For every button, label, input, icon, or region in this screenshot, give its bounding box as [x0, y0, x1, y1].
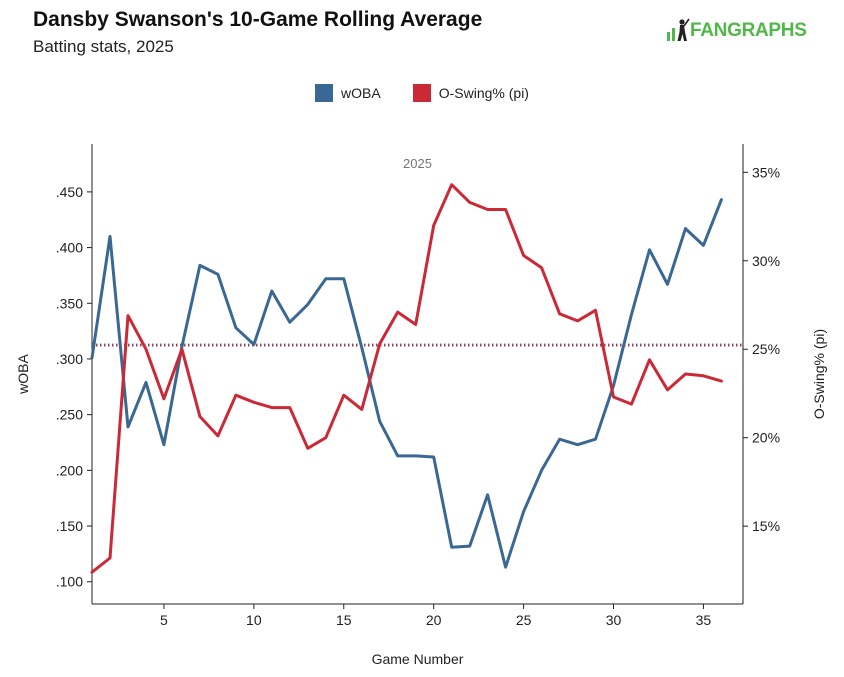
legend-label-oswing: O-Swing% (pi) — [438, 85, 529, 101]
y-left-tick-label: .100 — [56, 574, 83, 590]
x-tick-label: 35 — [696, 612, 712, 628]
chart-title: Dansby Swanson's 10-Game Rolling Average — [33, 8, 483, 31]
x-tick-label: 30 — [606, 612, 622, 628]
y-right-tick-label: 20% — [752, 430, 780, 446]
y-left-tick-label: .450 — [56, 184, 83, 200]
y-left-tick-label: .200 — [56, 462, 83, 478]
legend-item-woba[interactable]: wOBA — [315, 84, 381, 102]
legend-swatch-woba — [315, 84, 334, 102]
logo-wordmark: FANGRAPHS — [690, 20, 807, 41]
x-tick-label: 25 — [516, 612, 532, 628]
chart-subtitle: Batting stats, 2025 — [33, 37, 174, 56]
legend-item-oswing[interactable]: O-Swing% (pi) — [412, 84, 529, 102]
y-left-tick-label: .250 — [56, 407, 83, 423]
chart-axes: 5 10 15 20 25 30 35.100.150.200.250.300.350.40… — [15, 144, 827, 667]
batter-logo-icon — [667, 18, 690, 41]
oswing-series-line — [90, 183, 723, 574]
x-axis-title: Game Number — [372, 651, 464, 667]
x-tick-label: 10 — [246, 612, 262, 628]
woba-series-line — [90, 198, 723, 569]
x-tick-label: 15 — [336, 612, 352, 628]
y-axis-left-title: wOBA — [15, 354, 31, 395]
legend-label-woba: wOBA — [341, 85, 381, 101]
y-left-tick-label: .400 — [56, 240, 83, 256]
y-axis-right-title: O-Swing% (pi) — [811, 329, 827, 419]
y-left-tick-label: .300 — [56, 351, 83, 367]
fangraphs-logo: FANGRAPHS — [666, 18, 807, 44]
panel-label: 2025 — [403, 156, 432, 171]
y-left-tick-label: .150 — [56, 518, 83, 534]
x-tick-label: 20 — [426, 612, 442, 628]
x-tick-label: 5 — [160, 612, 168, 628]
chart-legend: wOBA O-Swing% (pi) — [0, 84, 844, 102]
y-left-tick-label: .350 — [56, 295, 83, 311]
y-right-tick-label: 30% — [752, 253, 780, 269]
y-right-tick-label: 35% — [752, 164, 780, 180]
chart-marks — [90, 183, 743, 574]
legend-swatch-oswing — [412, 84, 431, 102]
y-right-tick-label: 25% — [752, 341, 780, 357]
y-right-tick-label: 15% — [752, 518, 780, 534]
